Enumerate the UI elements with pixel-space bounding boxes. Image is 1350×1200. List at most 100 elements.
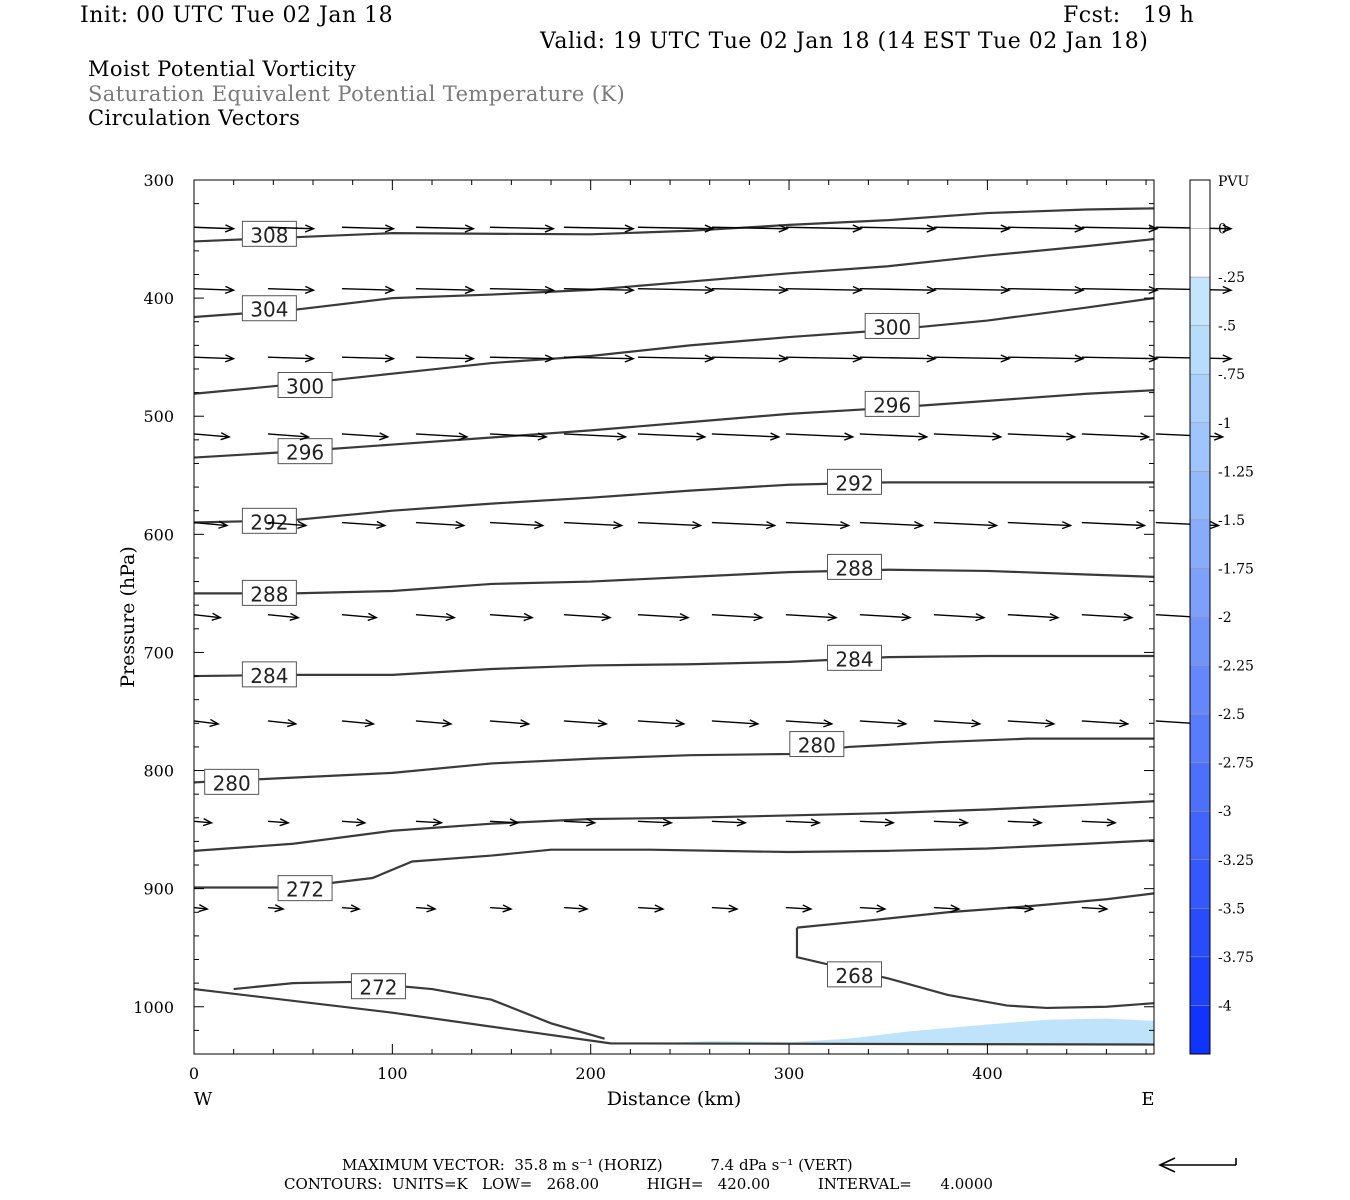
circulation-vector bbox=[1081, 613, 1134, 622]
colorbar-label: -3.25 bbox=[1218, 853, 1254, 869]
x-tick-label: 0 bbox=[189, 1064, 199, 1083]
contour-line bbox=[795, 927, 1155, 1010]
contour-line bbox=[193, 800, 1155, 852]
circulation-vector bbox=[1007, 224, 1085, 233]
circulation-vector bbox=[1081, 224, 1159, 233]
circulation-vector bbox=[341, 224, 396, 233]
colorbar-box bbox=[1189, 568, 1211, 618]
max-vector-note: MAXIMUM VECTOR: 35.8 m s⁻¹ (HORIZ) 7.4 d… bbox=[342, 1156, 853, 1174]
circulation-vector bbox=[637, 904, 665, 913]
colorbar-box bbox=[1189, 422, 1211, 472]
contour-label: 288 bbox=[250, 582, 288, 606]
circulation-vector bbox=[933, 904, 961, 913]
circulation-vector bbox=[1081, 285, 1159, 295]
circulation-vector bbox=[711, 520, 777, 530]
contour-label: 280 bbox=[798, 734, 836, 758]
field-title-pv: Moist Potential Vorticity bbox=[88, 57, 356, 81]
colorbar-label: -1.5 bbox=[1218, 513, 1245, 529]
contour-label: 272 bbox=[286, 878, 324, 902]
circulation-vector bbox=[1007, 520, 1073, 530]
contour-label-box bbox=[277, 875, 333, 902]
circulation-vector bbox=[933, 285, 1011, 295]
x-tick-label: 300 bbox=[774, 1064, 805, 1083]
circulation-vector bbox=[711, 613, 764, 622]
circulation-vector bbox=[489, 719, 531, 728]
circulation-vector bbox=[193, 285, 236, 295]
circulation-vector bbox=[341, 612, 379, 622]
x-tick-label: 400 bbox=[972, 1064, 1003, 1083]
colorbar-label: -2.75 bbox=[1218, 756, 1254, 772]
contour-label-box bbox=[826, 644, 882, 671]
circulation-vector bbox=[193, 718, 220, 728]
circulation-vector bbox=[1007, 719, 1056, 728]
circulation-vector bbox=[489, 612, 534, 622]
circulation-vector bbox=[1007, 285, 1085, 295]
colorbar-box bbox=[1189, 616, 1211, 666]
circulation-vector bbox=[267, 520, 308, 530]
contour-label-box bbox=[241, 661, 297, 688]
contour-line bbox=[233, 980, 605, 1040]
circulation-vector bbox=[563, 285, 636, 295]
circulation-vector bbox=[193, 520, 229, 529]
contour-label-box bbox=[826, 468, 882, 495]
circulation-vector bbox=[785, 520, 851, 530]
contour-line bbox=[194, 568, 1155, 595]
circulation-vector bbox=[933, 613, 986, 622]
circulation-vector bbox=[933, 818, 970, 827]
colorbar-box bbox=[1189, 1005, 1211, 1055]
colorbar-box bbox=[1189, 519, 1211, 569]
circulation-vector bbox=[711, 818, 748, 827]
contour-label: 300 bbox=[873, 315, 911, 339]
colorbar-box bbox=[1189, 373, 1211, 424]
circulation-vector bbox=[859, 224, 937, 233]
colorbar-box bbox=[1189, 471, 1211, 521]
contour-line bbox=[193, 654, 1154, 678]
contour-label: 288 bbox=[835, 556, 873, 580]
circulation-vector bbox=[785, 432, 855, 441]
colorbar-label: -2.25 bbox=[1218, 659, 1254, 675]
colorbar-box bbox=[1189, 956, 1211, 1006]
contour-info: CONTOURS: UNITS=K LOW= 268.00 HIGH= 420.… bbox=[284, 1175, 993, 1193]
contour-line bbox=[193, 737, 1154, 784]
circulation-vector bbox=[1007, 354, 1085, 363]
colorbar-label: -3.75 bbox=[1218, 950, 1254, 966]
colorbar-label: -3 bbox=[1218, 804, 1232, 820]
x-tick-label: 200 bbox=[575, 1064, 606, 1083]
y-tick-label: 800 bbox=[143, 762, 174, 781]
init-time: Init: 00 UTC Tue 02 Jan 18 bbox=[80, 3, 394, 28]
colorbar-box bbox=[1189, 665, 1211, 715]
circulation-vector bbox=[711, 904, 739, 913]
y-tick-label: 700 bbox=[143, 643, 174, 662]
circulation-vector bbox=[193, 612, 223, 621]
circulation-vector bbox=[859, 904, 887, 913]
circulation-vector bbox=[785, 613, 838, 622]
contour-label: 284 bbox=[250, 664, 288, 688]
contour-label-box bbox=[789, 731, 845, 758]
circulation-vector bbox=[785, 285, 863, 295]
circulation-vector bbox=[341, 354, 396, 363]
y-tick-label: 300 bbox=[143, 171, 174, 190]
colorbar-label: -1.25 bbox=[1218, 464, 1254, 480]
colorbar-box bbox=[1189, 762, 1211, 812]
x-axis-title: Distance (km) bbox=[607, 1088, 742, 1110]
circulation-vector bbox=[563, 818, 597, 827]
circulation-vector bbox=[785, 818, 822, 827]
circulation-vector bbox=[415, 224, 476, 233]
colorbar-label: -2.5 bbox=[1218, 707, 1245, 723]
circulation-vector bbox=[711, 432, 781, 441]
circulation-vector bbox=[711, 285, 789, 295]
contour-label-box bbox=[241, 507, 297, 534]
circulation-vector bbox=[933, 224, 1011, 233]
circulation-vector bbox=[1081, 818, 1118, 827]
circulation-vector bbox=[341, 904, 361, 913]
contour-label-box bbox=[826, 961, 882, 988]
west-label: W bbox=[194, 1089, 213, 1110]
colorbar-box bbox=[1189, 908, 1211, 958]
circulation-vector bbox=[637, 613, 690, 622]
circulation-vector bbox=[415, 354, 476, 363]
circulation-vector bbox=[933, 354, 1011, 363]
contour-label-box bbox=[277, 372, 333, 399]
circulation-vector bbox=[637, 719, 686, 728]
circulation-vector bbox=[415, 904, 437, 913]
circulation-vector bbox=[785, 354, 863, 363]
